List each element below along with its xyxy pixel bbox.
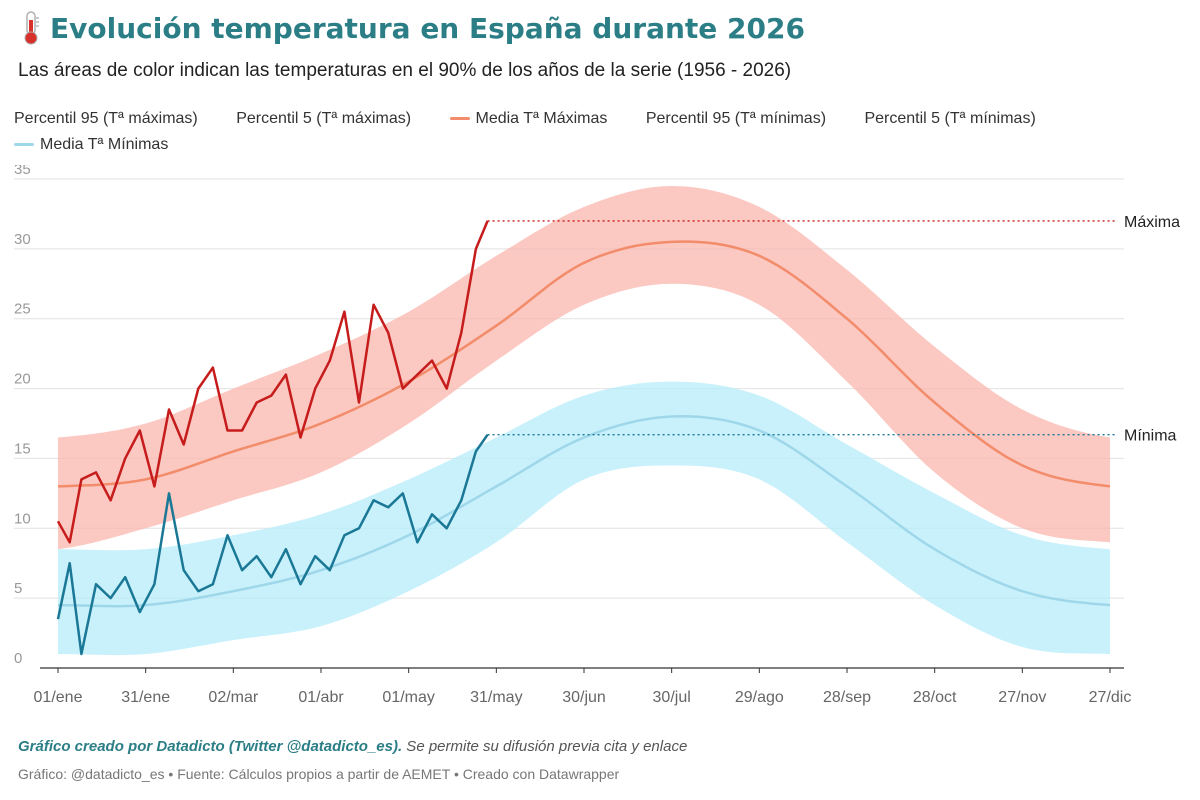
- y-tick-label: 20: [14, 371, 31, 388]
- line-mean-max: [57, 240, 1111, 488]
- legend-swatch: [449, 117, 470, 121]
- footer-source: Gráfico: @datadicto_es • Fuente: Cálculo…: [18, 766, 620, 782]
- y-tick-label: 0: [14, 650, 22, 667]
- x-tick-label: 28/oct: [913, 689, 957, 706]
- x-tick-label: 27/nov: [998, 689, 1046, 706]
- line-2026-min: [56, 433, 489, 656]
- y-tick-label: 35: [14, 165, 31, 178]
- reference-line-label: Máxima: [1124, 214, 1180, 231]
- legend-item-p95-max: Percentil 95 (Tª máximas): [14, 106, 198, 132]
- x-tick-label: 31/ene: [121, 689, 170, 706]
- line-2026-max: [56, 220, 489, 544]
- chart-header: Evolución temperatura en España durante …: [18, 10, 1190, 82]
- legend-label: Percentil 5 (Tª máximas): [236, 110, 412, 127]
- legend-item-p5-min: Percentil 5 (Tª mínimas): [864, 106, 1035, 132]
- x-tick-label: 31/may: [470, 689, 522, 706]
- x-tick-label: 27/dic: [1089, 689, 1132, 706]
- chart-title: Evolución temperatura en España durante …: [18, 10, 1190, 46]
- footer-credit: Gráfico creado por Datadicto (Twitter @d…: [18, 738, 687, 755]
- legend-label: Percentil 5 (Tª mínimas): [864, 110, 1036, 127]
- x-tick-label: 01/may: [382, 689, 434, 706]
- x-tick-label: 30/jul: [653, 689, 691, 706]
- x-tick-label: 30/jun: [562, 689, 606, 706]
- y-tick-label: 25: [14, 301, 31, 318]
- chart-legend: Percentil 95 (Tª máximas) Percentil 5 (T…: [14, 106, 1094, 158]
- y-tick-label: 5: [14, 580, 22, 597]
- x-tick-label: 28/sep: [823, 689, 871, 706]
- y-tick-label: 10: [14, 510, 31, 527]
- y-tick-label: 15: [14, 440, 31, 457]
- legend-item-p95-min: Percentil 95 (Tª mínimas): [646, 106, 826, 132]
- chart-title-text: Evolución temperatura en España durante …: [50, 11, 805, 45]
- temperature-chart: 0 5 10 15 20 25 30 35 Máxima Mínima 01/ene 31/ene 02…: [14, 165, 1180, 706]
- band-min-p5-p95: [58, 381, 1110, 656]
- thermometer-icon: [24, 11, 39, 45]
- y-tick-label: 30: [14, 231, 31, 248]
- legend-label: Media Tª Mínimas: [40, 136, 169, 153]
- legend-label: Media Tª Máximas: [475, 110, 608, 127]
- x-tick-label: 01/abr: [298, 689, 344, 706]
- legend-swatch: [14, 143, 34, 147]
- legend-item-mean-max: Media Tª Máximas: [449, 106, 608, 132]
- legend-label: Percentil 95 (Tª máximas): [14, 110, 198, 127]
- reference-line-label: Mínima: [1124, 428, 1177, 445]
- band-max-p5-p95: [58, 186, 1110, 550]
- legend-label: Percentil 95 (Tª mínimas): [645, 110, 827, 127]
- line-mean-min: [57, 415, 1111, 608]
- chart-subtitle: Las áreas de color indican las temperatu…: [18, 60, 792, 81]
- x-tick-label: 02/mar: [208, 689, 258, 706]
- x-tick-label: 01/ene: [34, 689, 83, 706]
- footer-credit-author: Gráfico creado por Datadicto (Twitter @d…: [18, 738, 403, 755]
- footer-credit-note: Se permite su difusión previa cita y enl…: [402, 738, 688, 755]
- x-tick-label: 29/ago: [735, 689, 784, 706]
- legend-item-p5-max: Percentil 5 (Tª máximas): [236, 106, 411, 132]
- legend-item-mean-min: Media Tª Mínimas: [14, 132, 168, 158]
